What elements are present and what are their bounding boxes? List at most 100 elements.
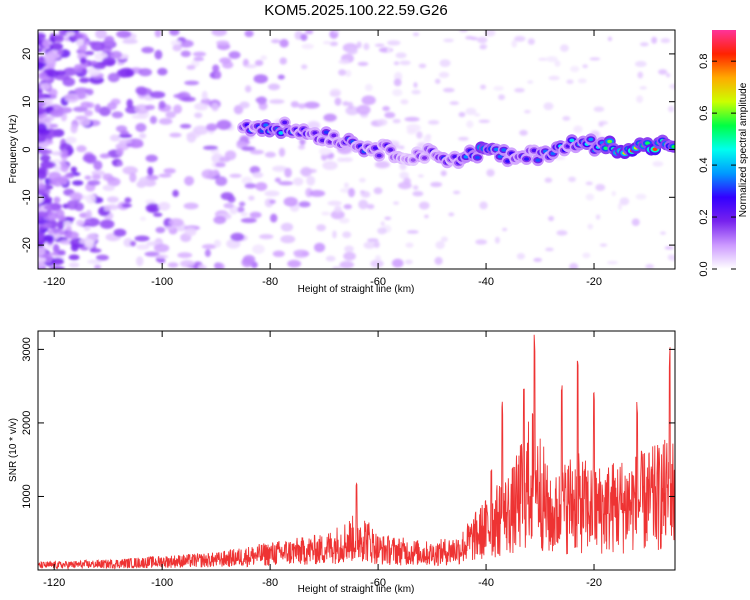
heatmap-cell bbox=[548, 75, 560, 81]
heatmap-cell bbox=[169, 132, 182, 138]
heatmap-cell bbox=[479, 45, 486, 50]
heatmap-cell bbox=[141, 46, 155, 54]
heatmap-cell bbox=[382, 106, 390, 112]
heatmap-cell bbox=[668, 254, 675, 261]
heatmap-cell bbox=[443, 38, 454, 43]
heatmap-cell bbox=[157, 67, 168, 76]
heatmap-cell bbox=[145, 174, 159, 181]
heatmap-cell bbox=[158, 173, 172, 178]
heatmap-cell bbox=[216, 40, 230, 46]
heatmap-cell bbox=[280, 222, 294, 232]
heatmap-cell bbox=[131, 114, 147, 119]
snr-y-ticks: 1000 2000 3000 bbox=[21, 337, 675, 509]
heatmap-cell bbox=[603, 146, 609, 151]
colorbar-label: Normalized spectral amplitude bbox=[738, 82, 749, 217]
heatmap-cell bbox=[75, 33, 84, 39]
heatmap-cell bbox=[106, 102, 118, 111]
heatmap-cell bbox=[406, 128, 417, 135]
heatmap-cell bbox=[130, 240, 137, 247]
spectrogram-y-label: Frequency (Hz) bbox=[8, 115, 19, 184]
heatmap-cell bbox=[53, 196, 61, 204]
heatmap-cell bbox=[293, 177, 304, 186]
heatmap-cell bbox=[585, 193, 595, 201]
heatmap-cell bbox=[238, 201, 246, 207]
heatmap-cell bbox=[442, 87, 455, 93]
heatmap-cell bbox=[449, 101, 460, 105]
spectrogram-x-label: Height of straight line (km) bbox=[298, 284, 415, 295]
heatmap-cell bbox=[136, 244, 150, 250]
heatmap-cell bbox=[216, 119, 232, 130]
heatmap-cell bbox=[124, 197, 132, 204]
heatmap-cell bbox=[66, 199, 78, 210]
heatmap-cell bbox=[587, 223, 594, 230]
heatmap-cell bbox=[264, 190, 280, 197]
colorbar-tick-label: 0.8 bbox=[698, 54, 710, 69]
heatmap-cell bbox=[363, 42, 370, 51]
heatmap-cell bbox=[94, 264, 102, 269]
y-tick-label: -20 bbox=[21, 237, 33, 253]
x-tick-label: -120 bbox=[43, 276, 65, 288]
heatmap-cell bbox=[493, 147, 499, 152]
heatmap-cell bbox=[65, 225, 72, 232]
heatmap-cell bbox=[269, 199, 276, 204]
heatmap-cell bbox=[204, 249, 211, 257]
heatmap-cell bbox=[65, 172, 75, 179]
heatmap-cell bbox=[138, 176, 150, 186]
heatmap-cell bbox=[366, 203, 375, 210]
heatmap-cell bbox=[84, 109, 93, 117]
heatmap-cell bbox=[213, 239, 222, 248]
heatmap-cell bbox=[607, 36, 613, 42]
heatmap-cell bbox=[58, 106, 73, 114]
heatmap-cell bbox=[270, 213, 278, 223]
heatmap-cell bbox=[76, 38, 85, 46]
heatmap-cell bbox=[75, 219, 85, 227]
heatmap-cell bbox=[38, 149, 53, 155]
heatmap-cell bbox=[53, 158, 61, 164]
heatmap-cell bbox=[573, 125, 583, 134]
heatmap-cell bbox=[194, 102, 209, 111]
heatmap-cell bbox=[329, 88, 342, 97]
heatmap-cell bbox=[417, 174, 424, 178]
heatmap-cell bbox=[40, 160, 54, 169]
snr-x-label: Height of straight line (km) bbox=[298, 584, 415, 595]
heatmap-cell bbox=[598, 120, 609, 125]
heatmap-cell bbox=[637, 71, 644, 79]
heatmap-cell bbox=[358, 199, 369, 210]
heatmap-cell bbox=[107, 72, 120, 83]
colorbar-tick-label: 0.2 bbox=[698, 209, 710, 224]
heatmap-cell bbox=[411, 89, 421, 95]
heatmap-cell bbox=[84, 51, 95, 56]
heatmap-cell bbox=[134, 235, 150, 242]
heatmap-cell bbox=[98, 106, 111, 117]
x-tick-label: -100 bbox=[151, 577, 173, 589]
heatmap-cell bbox=[102, 56, 116, 66]
heatmap-cell bbox=[399, 60, 411, 66]
snr-x-ticks: -120 -100 -80 -60 -40 -20 bbox=[43, 331, 602, 589]
heatmap-cell bbox=[252, 171, 264, 178]
heatmap-cell bbox=[49, 42, 64, 51]
heatmap-cell bbox=[85, 209, 93, 220]
heatmap-cell bbox=[588, 137, 594, 142]
heatmap-cell bbox=[459, 30, 469, 33]
heatmap-cell bbox=[325, 255, 336, 262]
heatmap-cell bbox=[466, 120, 474, 129]
heatmap-cell bbox=[79, 77, 90, 84]
heatmap-cell bbox=[57, 49, 64, 56]
heatmap-cell bbox=[95, 254, 109, 261]
x-tick-label: -100 bbox=[151, 276, 173, 288]
colorbar-tick-label: 0.6 bbox=[698, 105, 710, 120]
heatmap-cell bbox=[145, 104, 155, 110]
heatmap-cell bbox=[283, 196, 298, 207]
heatmap-cell bbox=[316, 224, 326, 232]
heatmap-cell bbox=[344, 182, 349, 188]
heatmap-cell bbox=[240, 217, 257, 224]
heatmap-cell bbox=[384, 112, 396, 119]
heatmap-cell bbox=[631, 218, 640, 227]
heatmap-cell bbox=[126, 98, 134, 108]
heatmap-cell bbox=[569, 138, 575, 143]
heatmap-cell bbox=[52, 228, 60, 234]
heatmap-cell bbox=[118, 139, 134, 145]
heatmap-cell bbox=[51, 177, 64, 187]
heatmap-cell bbox=[364, 83, 373, 92]
heatmap-cell bbox=[403, 177, 411, 185]
